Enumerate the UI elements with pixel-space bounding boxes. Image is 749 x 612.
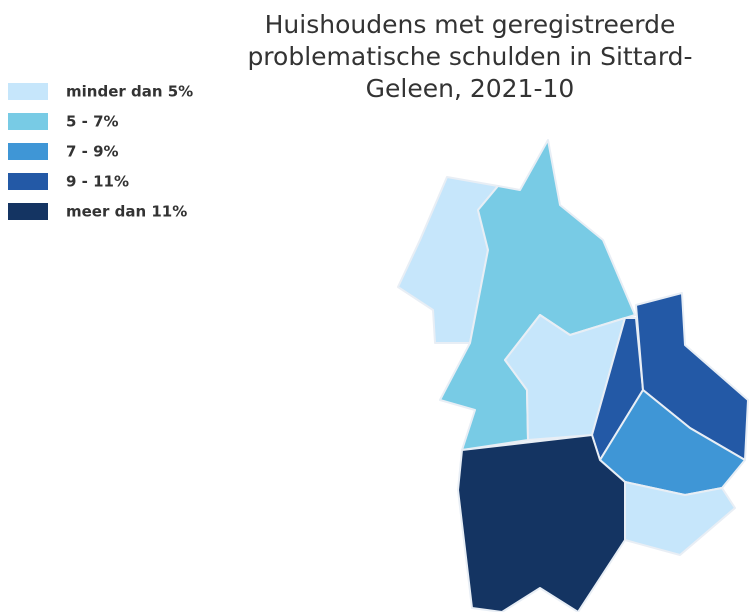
legend-label: 5 - 7% xyxy=(66,113,119,131)
legend: minder dan 5% 5 - 7% 7 - 9% 9 - 11% meer dan… xyxy=(8,83,193,221)
legend-label: 7 - 9% xyxy=(66,143,119,161)
region xyxy=(624,481,736,556)
title-line: Geleen, 2021-10 xyxy=(366,74,575,103)
legend-label: meer dan 11% xyxy=(66,203,187,221)
title: Huishoudens met geregistreerde problemati… xyxy=(247,10,692,103)
legend-swatch xyxy=(8,83,48,100)
legend-swatch xyxy=(8,203,48,220)
legend-label: minder dan 5% xyxy=(66,83,193,101)
title-line: Huishoudens met geregistreerde xyxy=(265,10,676,39)
regions xyxy=(397,139,749,612)
region xyxy=(439,139,636,451)
legend-swatch xyxy=(8,113,48,130)
region xyxy=(457,434,626,612)
legend-label: 9 - 11% xyxy=(66,173,129,191)
region xyxy=(504,314,626,441)
legend-swatch xyxy=(8,143,48,160)
legend-swatch xyxy=(8,173,48,190)
title-line: problematische schulden in Sittard- xyxy=(247,42,692,71)
